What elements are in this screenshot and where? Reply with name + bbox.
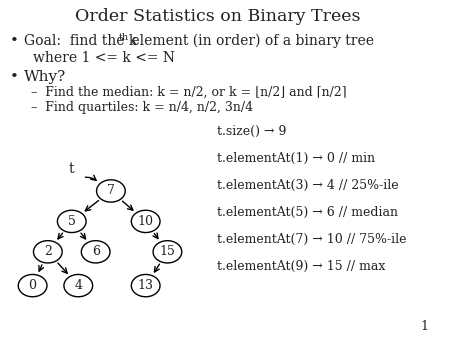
Text: 13: 13 — [138, 279, 154, 292]
Text: 15: 15 — [159, 245, 176, 258]
Text: t.elementAt(3) → 4 // 25%-ile: t.elementAt(3) → 4 // 25%-ile — [217, 179, 399, 192]
Text: 5: 5 — [68, 215, 76, 228]
Text: •: • — [9, 34, 18, 48]
Text: 4: 4 — [74, 279, 82, 292]
Text: th: th — [118, 33, 128, 42]
Text: t.elementAt(1) → 0 // min: t.elementAt(1) → 0 // min — [217, 152, 376, 165]
Text: 7: 7 — [107, 185, 115, 197]
Text: •: • — [9, 70, 18, 84]
Text: t.elementAt(5) → 6 // median: t.elementAt(5) → 6 // median — [217, 206, 398, 219]
Text: 10: 10 — [138, 215, 154, 228]
Text: t: t — [69, 162, 75, 176]
Text: element (in order) of a binary tree: element (in order) of a binary tree — [127, 34, 374, 48]
Text: Order Statistics on Binary Trees: Order Statistics on Binary Trees — [75, 8, 360, 25]
Text: Goal:  find the k: Goal: find the k — [24, 34, 137, 48]
Text: –  Find the median: k = n/2, or k = ⌊n/2⌋ and ⌈n/2⌉: – Find the median: k = n/2, or k = ⌊n/2⌋… — [32, 86, 347, 99]
Text: Why?: Why? — [24, 70, 66, 84]
Text: t.elementAt(9) → 15 // max: t.elementAt(9) → 15 // max — [217, 260, 386, 273]
Text: 6: 6 — [92, 245, 99, 258]
Text: –  Find quartiles: k = n/4, n/2, 3n/4: – Find quartiles: k = n/4, n/2, 3n/4 — [32, 101, 253, 114]
FancyArrowPatch shape — [86, 175, 96, 180]
Text: 2: 2 — [44, 245, 52, 258]
Text: t.size() → 9: t.size() → 9 — [217, 125, 287, 138]
Text: t.elementAt(7) → 10 // 75%-ile: t.elementAt(7) → 10 // 75%-ile — [217, 233, 407, 246]
Text: where 1 <= k <= N: where 1 <= k <= N — [32, 51, 175, 65]
Text: 0: 0 — [29, 279, 36, 292]
Text: 1: 1 — [420, 320, 428, 333]
